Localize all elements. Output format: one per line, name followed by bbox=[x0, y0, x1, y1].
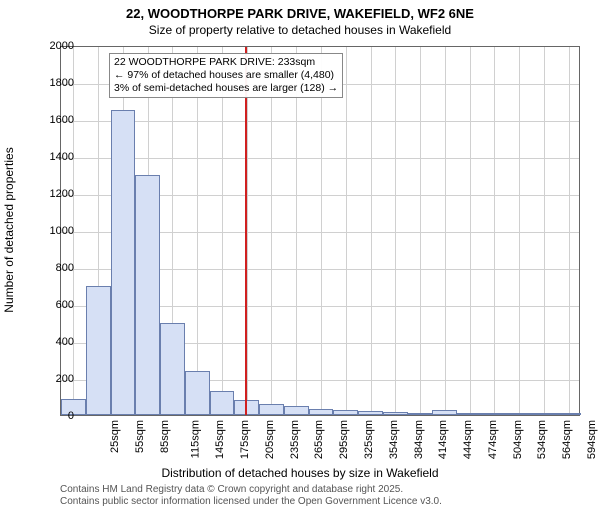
gridline-v bbox=[247, 47, 248, 415]
y-tick-label: 400 bbox=[14, 336, 74, 348]
gridline-v bbox=[271, 47, 272, 415]
gridline-v bbox=[445, 47, 446, 415]
x-tick-label: 534sqm bbox=[536, 420, 548, 459]
histogram-bar bbox=[309, 409, 334, 415]
histogram-bar bbox=[457, 413, 482, 415]
x-tick-label: 474sqm bbox=[487, 420, 499, 459]
histogram-bar bbox=[160, 323, 185, 416]
x-tick-label: 55sqm bbox=[134, 420, 146, 453]
gridline-v bbox=[296, 47, 297, 415]
footer-line-1: Contains HM Land Registry data © Crown c… bbox=[60, 484, 442, 496]
x-tick-label: 504sqm bbox=[512, 420, 524, 459]
y-tick-label: 0 bbox=[14, 410, 74, 422]
y-tick-label: 1200 bbox=[14, 188, 74, 200]
y-tick-label: 2000 bbox=[14, 40, 74, 52]
y-tick-label: 1400 bbox=[14, 151, 74, 163]
y-tick-label: 600 bbox=[14, 299, 74, 311]
histogram-bar bbox=[482, 413, 507, 415]
x-tick-label: 265sqm bbox=[314, 420, 326, 459]
x-tick-label: 205sqm bbox=[264, 420, 276, 459]
gridline-v bbox=[197, 47, 198, 415]
gridline-v bbox=[346, 47, 347, 415]
histogram-bar bbox=[358, 411, 383, 415]
x-tick-label: 594sqm bbox=[586, 420, 598, 459]
histogram-bar bbox=[432, 410, 457, 415]
x-tick-label: 145sqm bbox=[215, 420, 227, 459]
plot-area-wrapper: 22 WOODTHORPE PARK DRIVE: 233sqm← 97% of… bbox=[60, 46, 580, 416]
x-tick-label: 85sqm bbox=[159, 420, 171, 453]
histogram-bar bbox=[507, 413, 532, 415]
gridline-h bbox=[61, 121, 579, 122]
x-tick-label: 295sqm bbox=[338, 420, 350, 459]
y-tick-label: 800 bbox=[14, 262, 74, 274]
histogram-bar bbox=[111, 110, 136, 415]
x-tick-label: 325sqm bbox=[363, 420, 375, 459]
x-tick-label: 175sqm bbox=[239, 420, 251, 459]
x-tick-label: 384sqm bbox=[413, 420, 425, 459]
x-tick-label: 235sqm bbox=[289, 420, 301, 459]
chart-subtitle: Size of property relative to detached ho… bbox=[0, 21, 600, 41]
footer-attribution: Contains HM Land Registry data © Crown c… bbox=[60, 484, 442, 507]
histogram-bar bbox=[284, 406, 309, 415]
gridline-v bbox=[395, 47, 396, 415]
histogram-bar bbox=[383, 412, 408, 415]
x-tick-label: 564sqm bbox=[561, 420, 573, 459]
histogram-bar bbox=[234, 400, 259, 415]
histogram-bar bbox=[531, 413, 556, 415]
histogram-bar bbox=[259, 404, 284, 415]
plot-area: 22 WOODTHORPE PARK DRIVE: 233sqm← 97% of… bbox=[60, 46, 580, 416]
y-tick-label: 200 bbox=[14, 373, 74, 385]
x-tick-label: 444sqm bbox=[462, 420, 474, 459]
gridline-h bbox=[61, 84, 579, 85]
x-tick-label: 115sqm bbox=[189, 420, 201, 458]
gridline-h bbox=[61, 158, 579, 159]
histogram-bar bbox=[86, 286, 111, 416]
histogram-bar bbox=[210, 391, 235, 415]
y-tick-label: 1600 bbox=[14, 114, 74, 126]
annotation-box: 22 WOODTHORPE PARK DRIVE: 233sqm← 97% of… bbox=[109, 53, 343, 98]
footer-line-2: Contains public sector information licen… bbox=[60, 496, 442, 507]
histogram-bar bbox=[135, 175, 160, 416]
gridline-v bbox=[420, 47, 421, 415]
gridline-v bbox=[569, 47, 570, 415]
histogram-bar bbox=[556, 413, 581, 415]
y-tick-label: 1800 bbox=[14, 77, 74, 89]
x-axis-label: Distribution of detached houses by size … bbox=[0, 466, 600, 480]
gridline-v bbox=[222, 47, 223, 415]
gridline-v bbox=[519, 47, 520, 415]
histogram-bar bbox=[408, 413, 433, 415]
gridline-v bbox=[544, 47, 545, 415]
x-tick-label: 414sqm bbox=[437, 420, 449, 459]
y-tick-label: 1000 bbox=[14, 225, 74, 237]
gridline-v bbox=[494, 47, 495, 415]
x-tick-label: 25sqm bbox=[109, 420, 121, 453]
histogram-bar bbox=[185, 371, 210, 415]
x-tick-label: 354sqm bbox=[388, 420, 400, 459]
gridline-v bbox=[371, 47, 372, 415]
gridline-v bbox=[470, 47, 471, 415]
histogram-bar bbox=[333, 410, 358, 415]
chart-title: 22, WOODTHORPE PARK DRIVE, WAKEFIELD, WF… bbox=[0, 0, 600, 21]
gridline-v bbox=[321, 47, 322, 415]
